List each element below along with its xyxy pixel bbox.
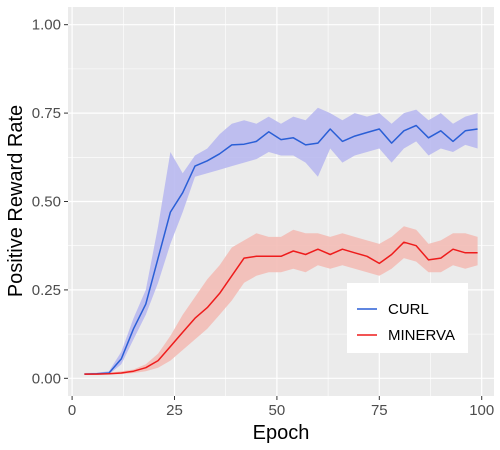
legend-label-curl: CURL [388, 301, 429, 318]
band-curl [84, 107, 478, 375]
legend-label-minerva: MINERVA [388, 327, 455, 344]
y-tick-label: 0.00 [32, 370, 61, 387]
x-tick-label: 100 [469, 402, 494, 419]
x-tick-label: 0 [68, 402, 76, 419]
axes: 0 25 50 75 100 0.00 0.25 0.50 0.75 1.00 [32, 17, 494, 419]
x-tick-label: 50 [269, 402, 286, 419]
line-curl [84, 124, 478, 375]
y-tick-label: 0.50 [32, 194, 61, 211]
line-minerva [84, 241, 478, 375]
y-tick-label: 0.25 [32, 282, 61, 299]
x-tick-label: 25 [166, 402, 183, 419]
series-lines [84, 124, 478, 375]
x-axis-title: Epoch [253, 422, 310, 444]
y-axis-title: Positive Reward Rate [5, 105, 27, 297]
legend-box [347, 283, 468, 353]
legend: CURL MINERVA [347, 283, 468, 353]
y-tick-label: 1.00 [32, 17, 61, 34]
x-tick-label: 75 [371, 402, 388, 419]
y-tick-label: 0.75 [32, 105, 61, 122]
